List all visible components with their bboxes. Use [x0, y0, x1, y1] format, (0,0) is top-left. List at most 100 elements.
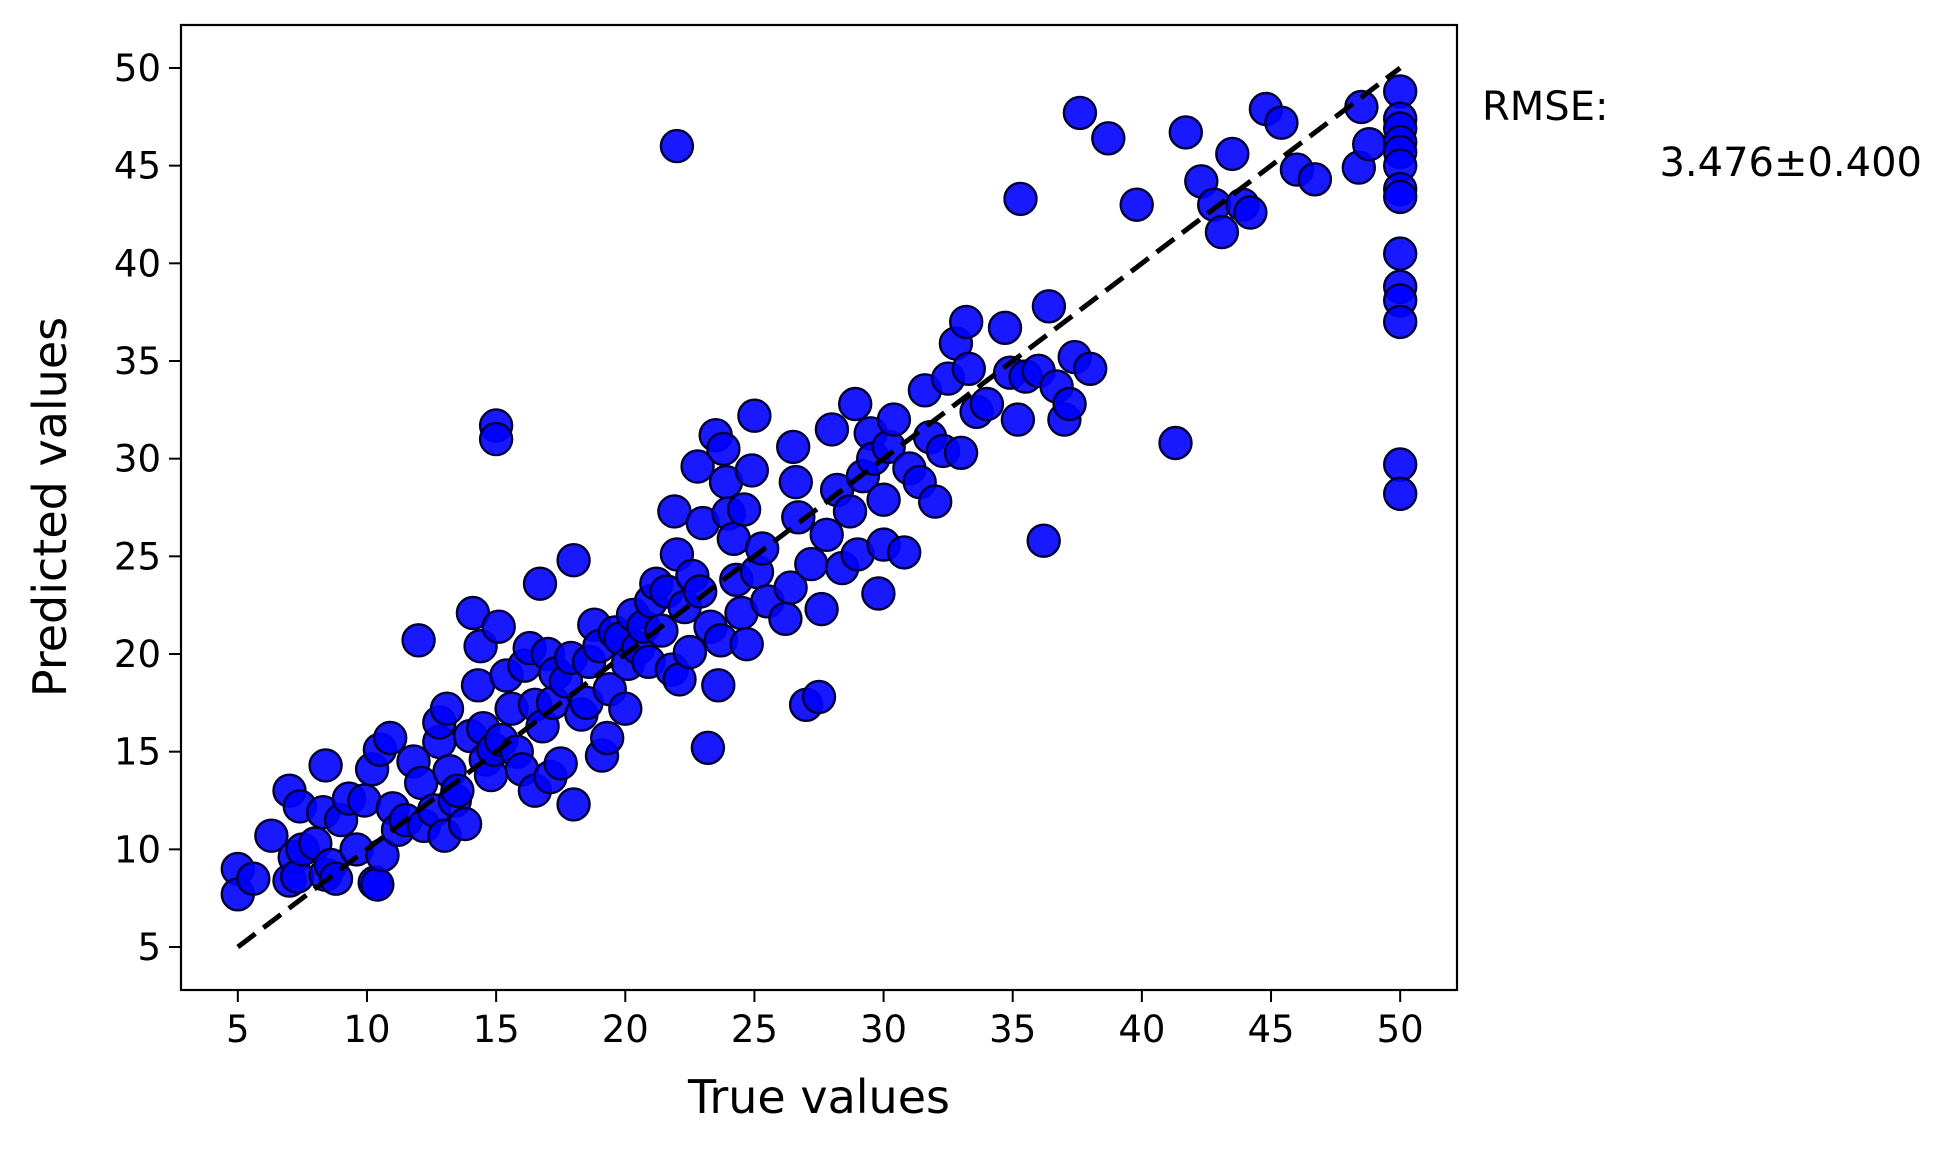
data-point: [1158, 425, 1193, 461]
data-point: [1091, 121, 1126, 156]
x-axis-label: True values: [687, 1070, 950, 1124]
rmse-value: 3.476±0.400: [1659, 140, 1922, 186]
data-point: [781, 500, 816, 535]
data-point: [876, 402, 912, 437]
data-point: [1031, 289, 1067, 324]
data-point: [814, 412, 850, 447]
data-point: [1264, 105, 1299, 140]
data-point: [556, 787, 591, 822]
y-tick-label: 30: [114, 438, 161, 481]
data-point: [254, 818, 289, 853]
y-tick-label: 50: [114, 47, 161, 90]
data-point: [951, 351, 986, 386]
x-tick-label: 35: [989, 1008, 1036, 1051]
data-point: [657, 494, 692, 529]
data-point: [801, 679, 837, 715]
data-point: [1026, 523, 1061, 558]
data-point: [360, 867, 395, 902]
data-point: [1297, 162, 1333, 197]
y-axis-label: Predicted values: [23, 317, 77, 697]
data-point: [543, 746, 578, 781]
data-point: [401, 623, 436, 658]
data-point: [644, 613, 679, 648]
data-point: [1119, 187, 1154, 222]
data-point: [1072, 351, 1108, 386]
data-point: [1382, 236, 1418, 271]
data-point: [1382, 476, 1418, 511]
data-point: [778, 464, 813, 500]
data-point: [373, 720, 408, 756]
x-tick-label: 15: [473, 1008, 520, 1051]
data-point: [969, 386, 1005, 422]
data-point: [556, 543, 591, 578]
data-point: [308, 748, 343, 783]
y-tick-label: 35: [114, 340, 161, 383]
data-point: [1062, 95, 1098, 131]
rmse-label: RMSE:: [1482, 84, 1608, 130]
data-point: [887, 535, 922, 570]
y-axis-ticks: 5 10 15 20 25 30 35 40 45 50: [114, 47, 181, 969]
data-point: [809, 517, 844, 552]
data-point: [680, 449, 715, 484]
data-point: [943, 435, 979, 470]
x-tick-label: 25: [731, 1008, 778, 1051]
data-point: [716, 521, 751, 556]
data-point: [683, 574, 718, 609]
x-tick-label: 5: [226, 1008, 250, 1051]
data-point: [478, 421, 514, 457]
data-point: [659, 128, 695, 164]
x-tick-label: 50: [1377, 1008, 1424, 1051]
data-point: [1052, 386, 1087, 422]
data-point: [460, 668, 496, 703]
data-point: [690, 730, 726, 765]
data-point: [1168, 115, 1204, 150]
data-point: [608, 691, 643, 726]
data-point: [832, 494, 868, 529]
x-tick-label: 20: [602, 1008, 649, 1051]
y-tick-label: 20: [114, 633, 161, 676]
data-point: [236, 861, 271, 896]
data-point: [347, 783, 382, 818]
data-point: [701, 668, 736, 703]
data-point: [1215, 136, 1250, 172]
y-tick-label: 40: [114, 242, 161, 285]
data-point: [866, 482, 901, 517]
data-point: [1233, 195, 1268, 230]
data-point: [949, 304, 984, 340]
y-tick-label: 10: [114, 828, 161, 871]
data-point: [773, 570, 808, 605]
data-point: [447, 806, 483, 842]
data-point: [672, 634, 708, 670]
data-point: [1382, 179, 1418, 215]
data-point: [726, 492, 762, 527]
data-point: [734, 453, 769, 488]
data-point: [737, 398, 772, 433]
y-tick-label: 25: [114, 535, 161, 578]
data-point: [590, 720, 625, 756]
data-point: [729, 627, 764, 662]
data-point: [987, 310, 1023, 345]
data-point: [861, 576, 896, 611]
plot-frame: [179, 23, 1459, 992]
data-point: [768, 601, 803, 636]
data-point: [706, 431, 741, 467]
data-point: [522, 566, 558, 601]
data-point: [1351, 126, 1387, 162]
x-axis-ticks: 5 10 15 20 25 30 35 40 45 50: [226, 990, 1424, 1051]
data-point: [838, 386, 873, 422]
data-point: [481, 609, 516, 644]
data-point: [1003, 181, 1038, 217]
data-point: [794, 546, 829, 582]
x-tick-label: 40: [1118, 1008, 1165, 1051]
data-point: [918, 484, 953, 519]
reference-line-layer: [236, 65, 1402, 950]
data-point: [1382, 304, 1418, 340]
data-point: [318, 861, 354, 896]
data-point: [1204, 214, 1240, 250]
y-tick-label: 5: [137, 926, 161, 969]
data-point: [1000, 402, 1036, 437]
data-point: [429, 691, 465, 726]
x-tick-label: 45: [1247, 1008, 1294, 1051]
